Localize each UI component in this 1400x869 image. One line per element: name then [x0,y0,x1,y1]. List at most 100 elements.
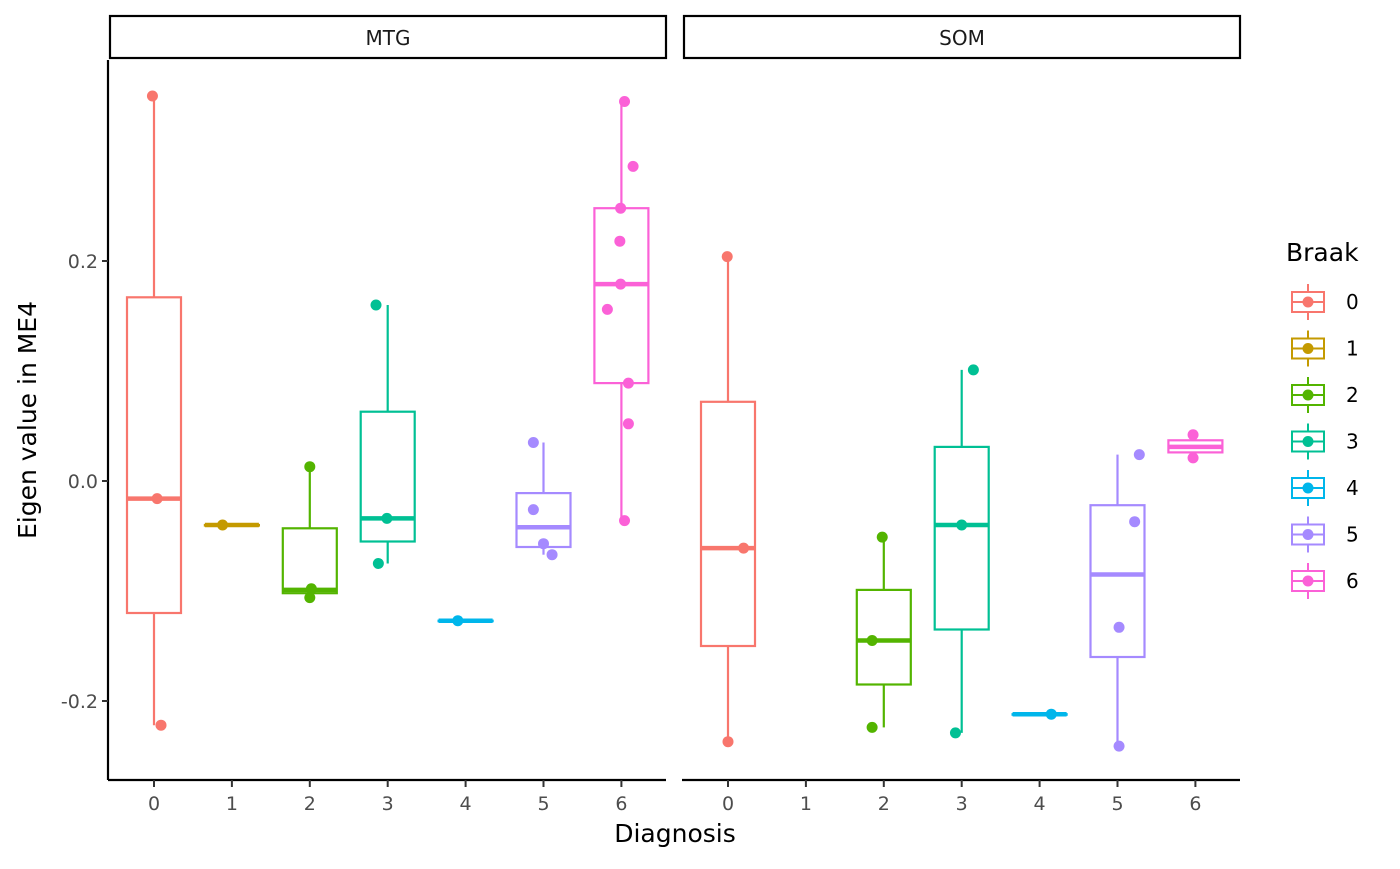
data-point [619,515,631,527]
box-braak-2 [281,466,338,595]
x-tick-label: 6 [1189,793,1201,815]
box-iqr [933,445,990,631]
facet-strips: MTG SOM [108,14,1242,60]
box-iqr [699,400,757,648]
data-point [876,531,888,543]
data-point [527,504,539,516]
axes: -0.2 0.0 0.2 0 1 2 3 4 5 6 0 1 2 3 4 5 6 [61,60,1240,815]
legend-label: 4 [1346,476,1359,500]
legend-title: Braak [1286,238,1359,267]
box-braak-4 [1011,711,1068,717]
x-tick-label: 4 [1034,793,1046,815]
data-point [866,635,878,646]
x-tick-label: 2 [878,793,890,815]
x-tick-label: 2 [304,793,316,815]
box-braak-5 [1089,454,1146,747]
legend-key-point [1302,482,1314,494]
data-point [1133,449,1145,461]
legend-label: 2 [1346,383,1359,407]
facet-strip-mtg [108,14,668,60]
facet-strip-label: MTG [366,26,411,50]
data-point [452,615,464,627]
box-braak-1 [203,522,260,528]
data-point [527,437,539,448]
data-point [372,558,384,569]
data-point [305,583,317,595]
x-tick-label: 4 [460,793,472,815]
legend-key-3 [1291,423,1325,460]
data-point [627,160,639,172]
legend-key-0 [1291,284,1325,320]
legend-label: 3 [1346,430,1359,454]
box-iqr [125,296,183,615]
data-point [967,364,979,376]
y-tick-label: -0.2 [61,691,98,713]
data-point [1113,621,1125,633]
data-point [1187,452,1199,464]
box-iqr [281,527,338,595]
legend-key-1 [1291,330,1325,367]
data-point [614,235,626,247]
box-braak-2 [855,537,912,728]
legend-key-point [1302,575,1314,587]
x-tick-label: 0 [722,793,734,815]
facet-strip-label: SOM [939,26,985,50]
data-point [619,96,631,107]
data-point [1129,516,1141,528]
data-point [1045,708,1057,720]
x-tick-label: 3 [956,793,968,815]
legend: Braak 0 1 2 3 4 5 6 [1286,238,1359,599]
data-point [1113,740,1125,752]
legend-key-point [1302,529,1314,540]
legend-key-point [1302,343,1314,354]
box-braak-0 [699,256,757,742]
data-point [615,278,627,290]
x-tick-label: 5 [1111,793,1123,815]
y-axis-title: Eigen value in ME4 [13,301,42,539]
data-point [949,727,961,739]
x-tick-label: 1 [226,793,238,815]
data-point [622,418,634,430]
box-braak-6 [1167,434,1224,458]
data-point [217,519,229,531]
box-braak-0 [125,96,183,726]
x-tick-label: 6 [615,793,627,815]
x-axis-title: Diagnosis [614,819,736,848]
data-point [721,251,733,263]
legend-label: 1 [1346,337,1359,361]
legend-label: 6 [1346,569,1359,593]
data-point [304,461,316,473]
legend-key-6 [1291,563,1325,599]
data-point [1187,429,1199,441]
data-point [151,493,163,505]
legend-key-point [1302,436,1314,447]
data-point [381,512,393,524]
legend-key-2 [1291,377,1325,413]
data-point [538,538,549,550]
box-iqr [515,492,572,549]
data-point [155,719,167,731]
data-point [601,303,613,315]
data-point [622,377,634,389]
data-point [546,549,558,561]
x-tick-label: 1 [800,793,812,815]
x-tick-label: 5 [537,793,549,815]
data-point [738,542,750,554]
data-point [722,736,734,748]
data-point [615,202,627,214]
box-iqr [593,207,650,385]
box-braak-3 [359,305,416,564]
box-iqr [1089,504,1146,659]
legend-key-5 [1291,516,1325,553]
data-point [304,592,316,604]
box-braak-4 [437,618,494,623]
y-tick-label: 0.0 [68,471,98,493]
box-braak-5 [515,442,572,555]
box-iqr [855,588,912,686]
legend-label: 0 [1346,290,1359,314]
x-tick-label: 3 [382,793,394,815]
legend-label: 5 [1346,523,1359,547]
legend-key-point [1302,296,1314,308]
